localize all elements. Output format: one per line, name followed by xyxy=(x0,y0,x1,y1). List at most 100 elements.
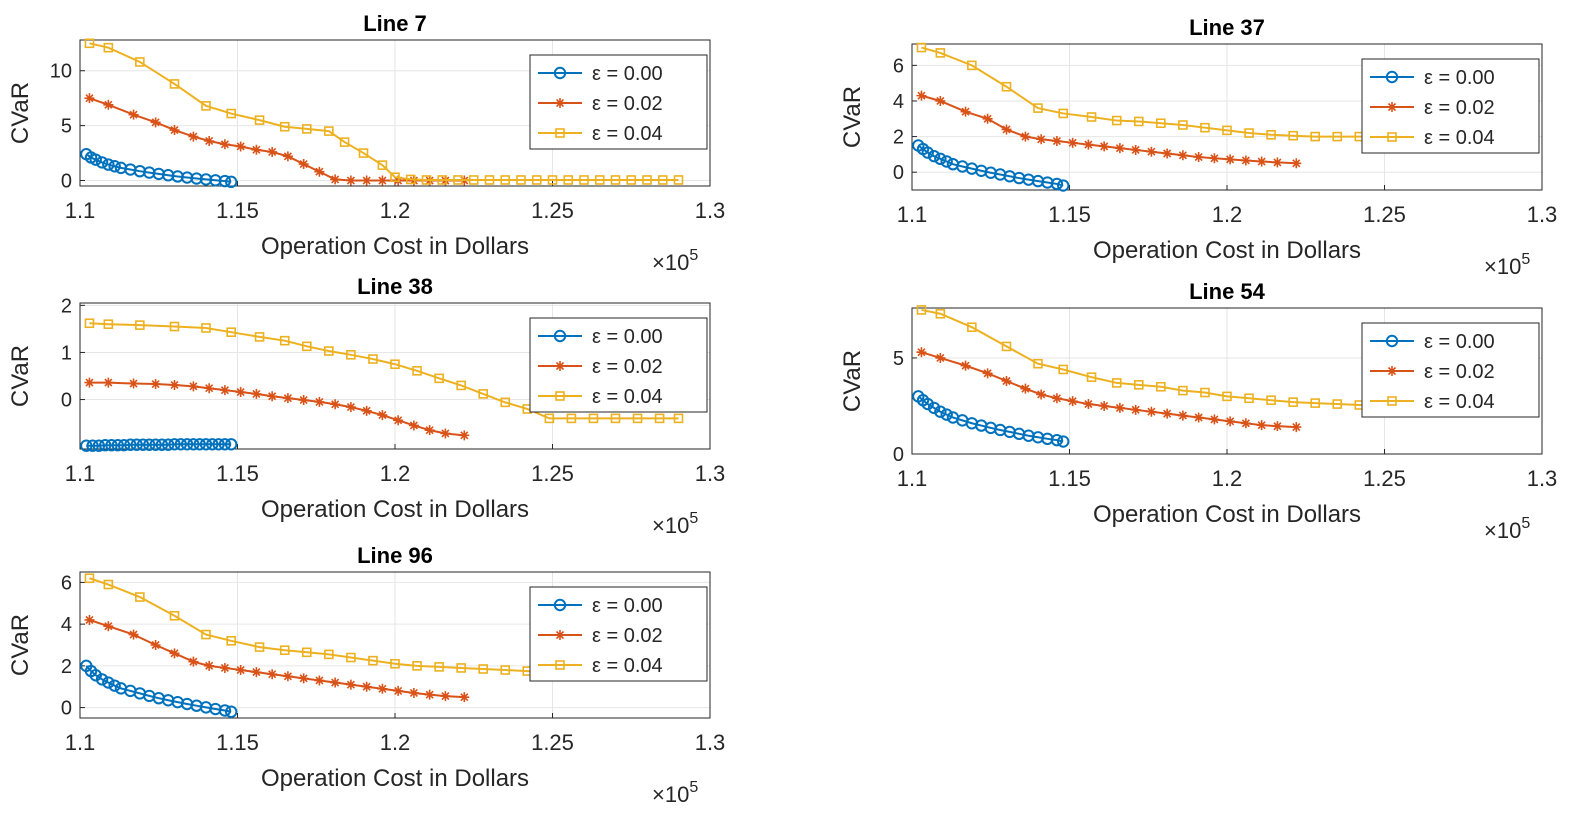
axes-frame xyxy=(911,43,1543,191)
y-tick-label: 2 xyxy=(893,127,904,149)
data-point xyxy=(673,175,684,185)
subplot-5: 1.1 1.15 1.2 1.25 1.3 0 2 4 6 Line 96 Operation Co… xyxy=(7,543,725,807)
exponent-power: 5 xyxy=(689,779,698,796)
data-point xyxy=(1256,156,1267,167)
data-point xyxy=(921,397,934,411)
data-point xyxy=(314,166,325,177)
y-tick-label: 4 xyxy=(893,91,904,113)
data-point xyxy=(935,352,946,363)
legend-marker xyxy=(555,660,565,670)
data-point xyxy=(1266,130,1276,140)
legend-marker xyxy=(555,361,565,371)
axes-frame xyxy=(79,571,711,719)
series-3 xyxy=(84,318,684,424)
data-point xyxy=(1051,393,1062,404)
y-axis-label: CVaR xyxy=(7,345,34,407)
data-point xyxy=(298,159,309,170)
data-point xyxy=(440,428,451,439)
data-point xyxy=(162,438,175,451)
data-point xyxy=(150,117,161,128)
series-group xyxy=(80,38,684,189)
data-point xyxy=(314,675,325,686)
y-tick-label: 2 xyxy=(61,656,72,678)
data-point xyxy=(1051,136,1062,147)
x-tick-label: 1.25 xyxy=(1363,466,1406,491)
data-point xyxy=(1130,404,1141,415)
data-point xyxy=(1083,399,1094,410)
data-point xyxy=(1111,378,1122,388)
data-point xyxy=(219,139,230,150)
data-point xyxy=(80,439,93,452)
x-tick-label: 1.2 xyxy=(1212,202,1243,227)
series-2 xyxy=(84,614,470,703)
chart-title: Line 38 xyxy=(357,274,433,299)
data-point xyxy=(180,438,194,451)
data-point xyxy=(149,438,162,451)
data-point xyxy=(673,413,684,424)
data-point xyxy=(92,439,106,452)
exponent-base: ×10 xyxy=(652,782,689,807)
series-group xyxy=(80,573,555,718)
data-point xyxy=(1272,421,1283,432)
x-exponent-label: ×105 xyxy=(1484,251,1530,279)
data-point xyxy=(201,101,211,111)
data-point xyxy=(361,681,372,692)
data-point xyxy=(235,665,246,676)
data-point xyxy=(282,151,293,162)
legend-label: ε = 0.00 xyxy=(592,595,663,617)
data-point xyxy=(982,368,993,379)
subplot-2: 1.1 1.15 1.2 1.25 1.3 0 2 4 6 Line 37 Operation Co… xyxy=(839,15,1557,279)
data-point xyxy=(456,663,466,673)
data-point xyxy=(168,438,181,451)
data-point xyxy=(324,126,334,136)
axes-frame xyxy=(79,302,711,450)
data-point xyxy=(218,174,232,188)
data-point xyxy=(219,385,230,396)
data-point xyxy=(117,439,131,452)
data-point xyxy=(377,160,388,170)
series-group xyxy=(912,305,1387,448)
data-point xyxy=(440,691,451,702)
data-point xyxy=(916,347,927,358)
data-point xyxy=(935,48,946,58)
data-point xyxy=(298,395,309,406)
data-point xyxy=(1178,120,1188,130)
data-point xyxy=(1036,389,1047,400)
data-point xyxy=(279,335,290,346)
x-tick-label: 1.1 xyxy=(65,198,96,223)
data-point xyxy=(1001,376,1012,386)
data-point xyxy=(346,652,356,663)
data-point xyxy=(361,405,372,416)
data-point xyxy=(95,156,109,169)
data-point xyxy=(102,158,115,171)
data-point xyxy=(960,360,971,371)
y-axis-label: CVaR xyxy=(7,82,34,144)
data-point xyxy=(1099,400,1110,411)
x-tick-label: 1.2 xyxy=(380,730,411,755)
data-point xyxy=(187,438,200,451)
data-point xyxy=(1332,131,1343,142)
data-point xyxy=(105,439,118,452)
data-point xyxy=(456,380,466,391)
data-point xyxy=(1200,387,1210,398)
data-point xyxy=(940,408,953,421)
data-point xyxy=(1256,420,1267,431)
x-tick-label: 1.15 xyxy=(216,198,259,223)
y-tick-label: 0 xyxy=(61,171,72,193)
data-point xyxy=(421,175,432,185)
data-point xyxy=(547,175,558,185)
data-point xyxy=(188,656,199,667)
data-point xyxy=(254,115,265,125)
data-point xyxy=(225,438,238,451)
data-point xyxy=(594,175,605,185)
data-point xyxy=(150,379,161,390)
data-point xyxy=(405,174,416,185)
data-point xyxy=(128,109,139,120)
data-point xyxy=(251,667,262,678)
data-point xyxy=(484,175,495,185)
data-point xyxy=(169,648,180,659)
data-point xyxy=(1193,152,1204,163)
data-point xyxy=(516,175,526,185)
x-exponent-label: ×105 xyxy=(652,779,698,807)
chart-title: Line 7 xyxy=(363,11,427,36)
